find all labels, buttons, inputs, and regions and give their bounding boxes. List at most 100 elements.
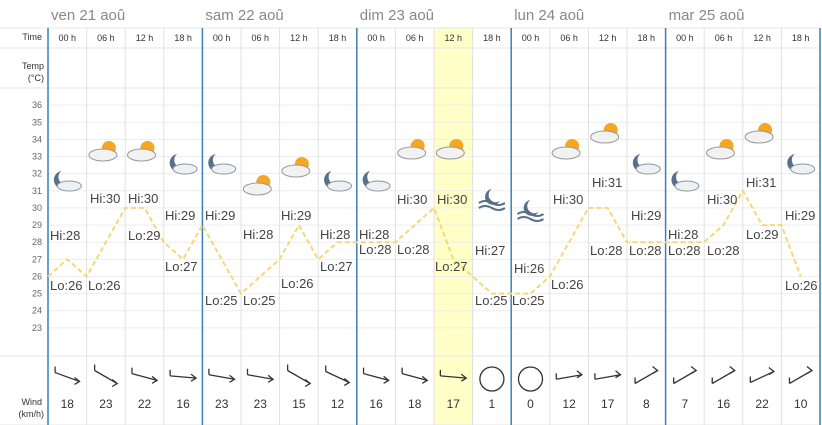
arrow-shaft xyxy=(131,373,158,381)
hi-lo-label: Lo:26 xyxy=(50,278,83,293)
hour-label: 06 h xyxy=(406,33,424,43)
arrow-head xyxy=(151,375,159,384)
hour-label: 06 h xyxy=(715,33,733,43)
hi-lo-label: Lo:28 xyxy=(668,243,701,258)
weather-icon xyxy=(671,171,700,192)
wind-speed: 22 xyxy=(755,397,769,411)
hi-lo-label: Lo:25 xyxy=(243,293,276,308)
wind-arrow xyxy=(325,365,351,387)
weather-icon xyxy=(478,189,506,211)
hour-label: 18 h xyxy=(329,33,347,43)
wind-speed: 7 xyxy=(682,397,689,411)
arrow-shaft xyxy=(594,374,621,380)
hi-lo-label: Hi:28 xyxy=(320,227,350,242)
arrow-head xyxy=(304,378,312,388)
weather-icon xyxy=(397,139,427,160)
cloud xyxy=(88,148,118,162)
weather-icon xyxy=(324,171,352,192)
hi-lo-label: Lo:27 xyxy=(165,259,198,274)
cloud xyxy=(635,163,661,175)
hour-label: 00 h xyxy=(213,33,231,43)
hi-lo-label: Hi:26 xyxy=(514,261,544,276)
weather-icon xyxy=(744,123,774,144)
arrow-shaft xyxy=(287,369,311,385)
wind-speed: 15 xyxy=(292,397,306,411)
temp-label: Temp xyxy=(22,61,44,71)
hi-lo-label: Lo:26 xyxy=(281,276,314,291)
temperature-line xyxy=(47,188,802,296)
cloud xyxy=(435,146,465,160)
wind-speed: 23 xyxy=(99,397,113,411)
calm-icon xyxy=(479,366,505,392)
weather-icon xyxy=(435,139,465,160)
hi-lo-label: Lo:25 xyxy=(205,293,238,308)
y-tick-label: 23 xyxy=(32,323,42,333)
arrow-head xyxy=(576,370,584,379)
hi-lo-label: Hi:29 xyxy=(281,208,311,223)
wind-arrow xyxy=(439,369,468,382)
y-tick-label: 27 xyxy=(32,254,42,264)
day-label: sam 22 aoû xyxy=(205,7,283,24)
wind-speed: 16 xyxy=(176,397,190,411)
wind-unit: (km/h) xyxy=(19,409,45,419)
cloud xyxy=(172,163,198,175)
y-tick-label: 26 xyxy=(32,271,42,281)
hi-lo-label: Hi:29 xyxy=(205,208,235,223)
wind-arrow xyxy=(246,368,275,383)
cloud xyxy=(211,163,237,175)
hi-lo-label: Lo:26 xyxy=(551,277,584,292)
wind-arrow xyxy=(93,364,119,388)
hi-lo-label: Lo:26 xyxy=(88,278,121,293)
hi-lo-label: Lo:26 xyxy=(785,278,818,293)
arrow-head xyxy=(383,375,390,384)
y-tick-label: 35 xyxy=(32,117,42,127)
cloud xyxy=(242,182,272,196)
arrow-head xyxy=(74,376,81,386)
day-label: mar 25 aoû xyxy=(669,7,745,24)
hi-lo-label: Lo:27 xyxy=(435,259,468,274)
arrow-head xyxy=(421,375,429,384)
y-tick-label: 25 xyxy=(32,289,42,299)
hour-label: 18 h xyxy=(483,33,501,43)
wind-arrow xyxy=(672,365,698,385)
wind-speed: 17 xyxy=(601,397,615,411)
weather-icon xyxy=(632,154,661,175)
hour-label: 12 h xyxy=(136,33,154,43)
arrow-head xyxy=(111,378,119,388)
hi-lo-label: Hi:31 xyxy=(592,175,622,190)
wind-speed: 16 xyxy=(369,397,383,411)
wind-arrow xyxy=(208,368,236,383)
hi-lo-label: Hi:30 xyxy=(437,192,467,207)
hour-label: 00 h xyxy=(367,33,385,43)
weather-icon xyxy=(706,139,735,160)
wind-arrow xyxy=(169,369,198,382)
weather-icon xyxy=(53,171,82,192)
hour-label: 12 h xyxy=(753,33,771,43)
weather-icon xyxy=(88,141,118,162)
wind-speed: 12 xyxy=(331,397,345,411)
hour-label: 06 h xyxy=(97,33,115,43)
hour-label: 00 h xyxy=(59,33,77,43)
hour-label: 18 h xyxy=(792,33,810,43)
arrow-shaft xyxy=(170,375,197,379)
arrow-head xyxy=(267,374,275,383)
hi-lo-label: Hi:29 xyxy=(631,208,661,223)
wind-speed: 16 xyxy=(717,397,731,411)
cloud xyxy=(590,130,620,144)
wind-speed: 17 xyxy=(447,397,461,411)
arrow-head xyxy=(652,365,659,375)
hi-lo-label: Hi:28 xyxy=(668,227,698,242)
y-tick-label: 28 xyxy=(32,237,42,247)
arrow-shaft xyxy=(208,374,235,380)
hi-lo-label: Hi:31 xyxy=(746,175,776,190)
hi-lo-label: Lo:25 xyxy=(512,293,545,308)
y-tick-label: 32 xyxy=(32,169,42,179)
hi-lo-label: Hi:29 xyxy=(165,208,195,223)
y-tick-label: 24 xyxy=(32,306,42,316)
wind-arrow xyxy=(362,367,390,384)
cloud xyxy=(790,163,816,175)
wind-arrow xyxy=(401,367,429,384)
arrow-shaft xyxy=(247,374,274,380)
wind-label: Wind xyxy=(21,397,42,407)
arrow-head xyxy=(690,365,698,375)
